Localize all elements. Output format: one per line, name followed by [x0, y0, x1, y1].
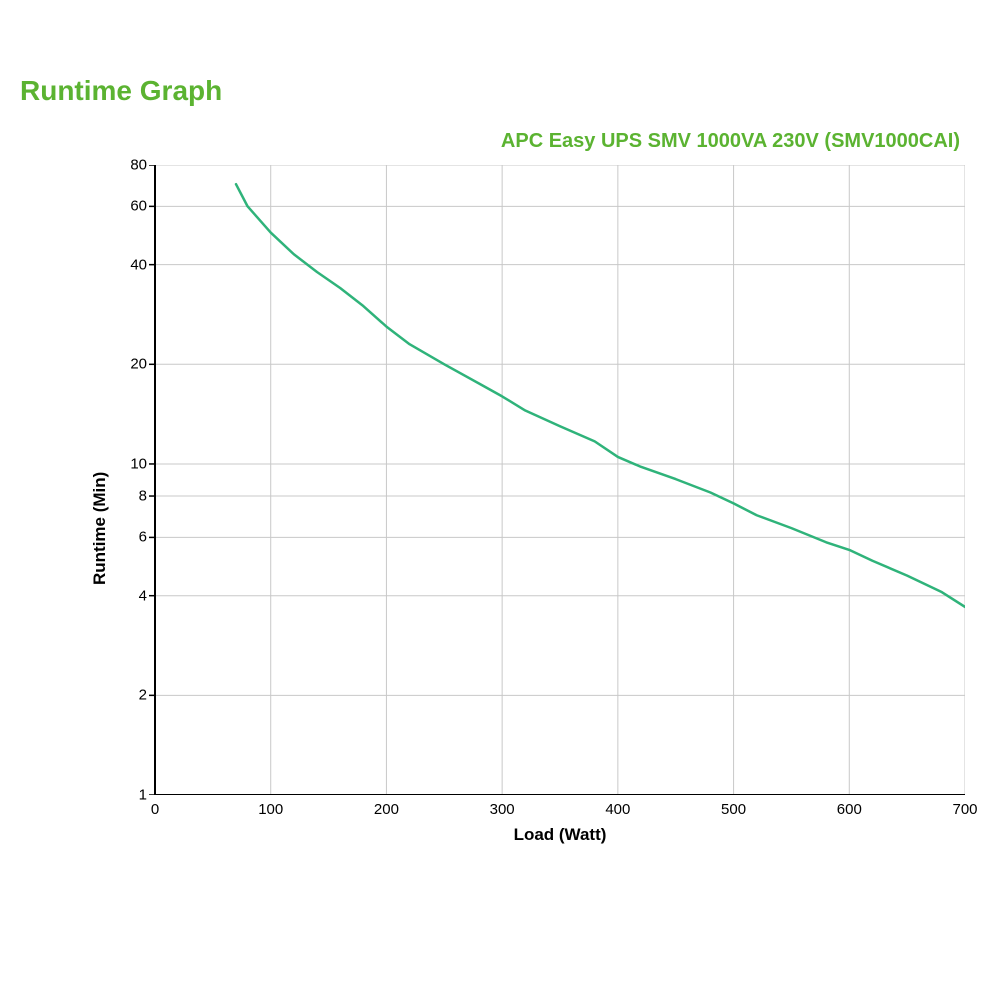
x-tick-label: 700: [952, 801, 977, 818]
x-tick-label: 200: [374, 801, 399, 818]
y-tick-label: 1: [107, 787, 147, 804]
x-tick-label: 100: [258, 801, 283, 818]
page-title: Runtime Graph: [20, 75, 222, 107]
x-tick-label: 400: [605, 801, 630, 818]
y-tick-label: 6: [107, 529, 147, 546]
runtime-chart: Runtime (Min) Load (Watt) 12468102040608…: [95, 165, 965, 855]
x-tick-label: 0: [151, 801, 159, 818]
chart-subtitle: APC Easy UPS SMV 1000VA 230V (SMV1000CAI…: [501, 130, 960, 153]
x-axis-label: Load (Watt): [514, 825, 607, 845]
y-tick-label: 40: [107, 256, 147, 273]
x-tick-label: 600: [837, 801, 862, 818]
y-tick-label: 4: [107, 587, 147, 604]
y-tick-label: 2: [107, 687, 147, 704]
y-tick-label: 20: [107, 356, 147, 373]
chart-svg: [95, 165, 965, 795]
y-tick-label: 80: [107, 157, 147, 174]
y-tick-label: 10: [107, 455, 147, 472]
x-tick-label: 500: [721, 801, 746, 818]
x-tick-label: 300: [490, 801, 515, 818]
y-tick-label: 8: [107, 488, 147, 505]
y-tick-label: 60: [107, 198, 147, 215]
